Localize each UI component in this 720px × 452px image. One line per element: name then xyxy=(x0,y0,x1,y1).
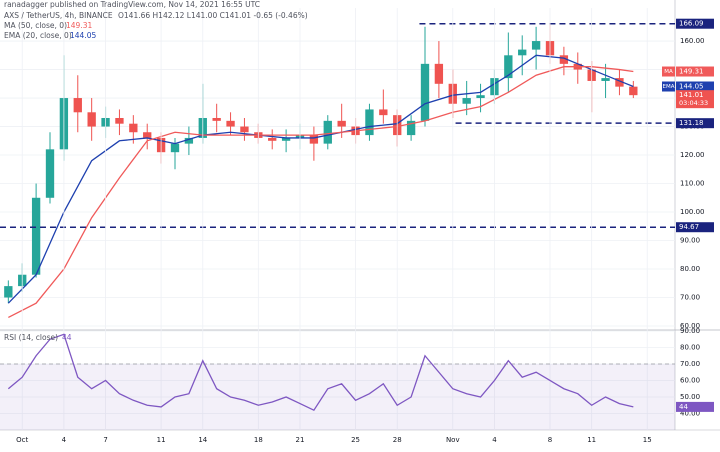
candle-body xyxy=(31,197,41,275)
ma-legend: MA (50, close, 0) xyxy=(4,21,67,30)
x-tick-label: 15 xyxy=(643,436,652,444)
attribution: ranadagger published on TradingView.com,… xyxy=(4,0,260,9)
series-line xyxy=(7,333,634,412)
series-tag: MA xyxy=(664,69,673,75)
candle-body xyxy=(4,286,13,298)
y-tick-label: 60.00 xyxy=(680,376,700,384)
x-tick-label: 7 xyxy=(103,436,107,444)
candle-body xyxy=(129,123,138,133)
y-tick-label: 70.00 xyxy=(680,294,700,302)
candle-body xyxy=(337,120,346,127)
y-tick-label: 90.00 xyxy=(680,327,700,335)
candle-body xyxy=(170,143,180,153)
y-tick-label: 50.00 xyxy=(680,393,700,401)
rsi-legend-value: 44 xyxy=(62,333,72,342)
series-value: 149.31 xyxy=(679,68,704,76)
last-price-box xyxy=(676,90,714,109)
level-label-box xyxy=(676,118,714,129)
series-value-box xyxy=(676,81,714,92)
candle-body xyxy=(559,55,569,64)
candle-body xyxy=(323,120,332,144)
series-line xyxy=(8,66,634,319)
candle-body xyxy=(406,120,416,136)
level-label-box xyxy=(676,18,714,29)
candle-body xyxy=(87,112,96,127)
candle-body xyxy=(45,149,55,198)
y-tick-label: 90.00 xyxy=(680,237,700,245)
y-tick-label: 120.00 xyxy=(680,151,705,159)
series-tag-box xyxy=(662,66,675,77)
level-label: 94.67 xyxy=(679,223,699,231)
x-tick-label: Oct xyxy=(16,436,28,444)
candle-body xyxy=(143,132,152,138)
candle-body xyxy=(379,109,388,116)
x-tick-label: 11 xyxy=(157,436,166,444)
bar-countdown: 03:04:33 xyxy=(679,99,708,107)
series-value: 144.05 xyxy=(679,83,704,91)
candle-body xyxy=(184,137,194,144)
candle-body xyxy=(476,95,485,99)
x-tick-label: 18 xyxy=(254,436,263,444)
x-tick-label: Nov xyxy=(446,436,460,444)
level-label: 166.09 xyxy=(679,20,704,28)
candle-body xyxy=(73,98,82,113)
series-tag: EMA xyxy=(663,84,675,90)
x-tick-label: 4 xyxy=(62,436,67,444)
candle-body xyxy=(504,55,513,79)
x-tick-label: 4 xyxy=(492,436,497,444)
x-tick-label: 14 xyxy=(198,436,207,444)
rsi-legend: RSI (14, close) xyxy=(4,333,58,342)
y-tick-label: 60.00 xyxy=(680,322,700,330)
candle-body xyxy=(518,49,527,56)
y-tick-label: 80.00 xyxy=(680,265,700,273)
candle-body xyxy=(268,137,277,141)
candle-body xyxy=(601,78,610,81)
symbol-title: AXS / TetherUS, 4h, BINANCE xyxy=(4,11,113,20)
candle-body xyxy=(281,137,291,141)
candle-body xyxy=(420,63,430,121)
ema-legend: EMA (20, close, 0) xyxy=(4,31,72,40)
candle-body xyxy=(212,117,221,121)
y-tick-label: 80.00 xyxy=(680,343,700,351)
candle-body xyxy=(615,78,624,87)
candle-body xyxy=(309,135,319,144)
rsi-band xyxy=(0,363,675,430)
series-line xyxy=(7,54,634,304)
candle-body xyxy=(226,120,235,127)
y-tick-label: 100.00 xyxy=(680,208,705,216)
marks xyxy=(0,8,675,430)
candle-body xyxy=(434,63,444,84)
last-price: 141.01 xyxy=(679,91,704,99)
level-label-box xyxy=(676,222,714,233)
x-tick-label: 21 xyxy=(296,436,305,444)
candle-body xyxy=(629,86,638,96)
series-value-box xyxy=(676,66,714,77)
y-tick-label: 160.00 xyxy=(680,37,705,45)
x-tick-label: 28 xyxy=(393,436,402,444)
ma-legend-value: 149.31 xyxy=(66,21,92,30)
candle-body xyxy=(531,41,541,50)
y-tick-label: 70.00 xyxy=(680,360,700,368)
candle-body xyxy=(115,117,124,124)
x-tick-label: 8 xyxy=(548,436,552,444)
rsi-value-box xyxy=(676,401,714,412)
y-tick-label: 40.00 xyxy=(680,409,700,417)
series-tag-box xyxy=(662,81,675,92)
ohlc-values: O141.66 H142.12 L141.00 C141.01 -0.65 (-… xyxy=(118,11,308,20)
rsi-value: 44 xyxy=(679,403,688,411)
ema-legend-value: 144.05 xyxy=(70,31,96,40)
candle-body xyxy=(462,98,471,104)
y-tick-label: 110.00 xyxy=(680,180,705,188)
candle-body xyxy=(365,109,374,136)
level-label: 131.18 xyxy=(679,119,704,127)
x-tick-label: 11 xyxy=(587,436,596,444)
x-tick-label: 25 xyxy=(351,436,360,444)
candle-body xyxy=(240,126,249,133)
